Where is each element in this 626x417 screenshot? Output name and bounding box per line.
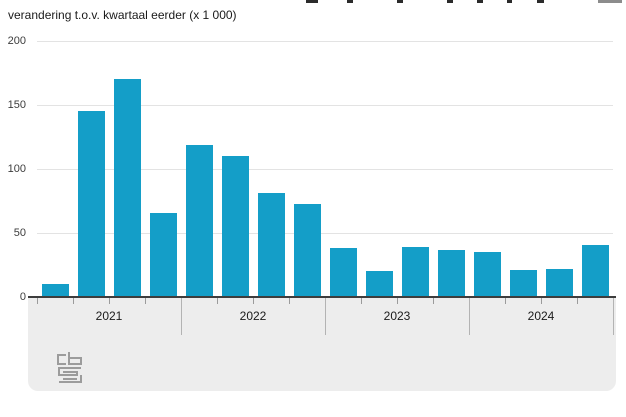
bar-2022-k3[interactable] <box>257 193 285 297</box>
year-separator <box>181 298 182 335</box>
x-axis-year-label: 2023 <box>383 309 411 323</box>
quarter-tick <box>109 298 110 304</box>
x-axis-line <box>28 296 616 298</box>
quarter-tick <box>73 298 74 304</box>
x-axis-year-label: 2024 <box>527 309 555 323</box>
quarter-tick <box>577 298 578 304</box>
quarter-tick <box>217 298 218 304</box>
x-axis-band: 2021 2022 2023 2024 <box>28 298 616 391</box>
bar-2023-k2[interactable] <box>365 271 393 297</box>
year-separator <box>469 298 470 335</box>
quarter-tick <box>253 298 254 304</box>
gridline <box>37 105 613 106</box>
quarter-tick <box>289 298 290 304</box>
y-axis-tick-label: 50 <box>13 227 26 239</box>
y-axis-tick-label: 200 <box>7 35 26 47</box>
bar-2024-k1[interactable] <box>473 252 501 297</box>
y-axis-tick-label: 0 <box>19 291 26 303</box>
x-axis-year-label: 2021 <box>95 309 123 323</box>
clipped-title-fragment <box>306 0 318 3</box>
clipped-title-fragment <box>347 0 353 3</box>
year-separator <box>613 298 614 335</box>
quarter-tick <box>397 298 398 304</box>
clipped-title-fragment <box>507 0 512 3</box>
clipped-title-fragment <box>397 0 403 3</box>
y-axis-tick-label: 100 <box>7 163 26 175</box>
bar-2024-k2[interactable] <box>509 270 537 297</box>
quarter-tick <box>145 298 146 304</box>
bar-2023-k4[interactable] <box>437 249 465 297</box>
bar-2021-k2[interactable] <box>77 111 105 297</box>
quarter-tick <box>541 298 542 304</box>
bar-2024-k3[interactable] <box>545 268 573 297</box>
bar-2023-k3[interactable] <box>401 247 429 297</box>
gridline <box>37 169 613 170</box>
bar-2021-k3[interactable] <box>113 79 141 297</box>
hamburger-menu-icon[interactable] <box>598 0 622 3</box>
bar-2023-k1[interactable] <box>329 248 357 297</box>
clipped-title-fragment <box>447 0 453 3</box>
bar-2024-k4[interactable] <box>581 244 609 297</box>
bar-2022-k4[interactable] <box>293 203 321 297</box>
x-axis-year-label: 2022 <box>239 309 267 323</box>
y-axis-labels: 0 50 100 150 200 <box>0 35 27 303</box>
clipped-title-fragment <box>477 0 483 3</box>
gridline <box>37 41 613 42</box>
quarter-tick <box>505 298 506 304</box>
gridline <box>37 233 613 234</box>
y-axis-tick-label: 150 <box>7 99 26 111</box>
quarter-tick <box>433 298 434 304</box>
bar-2021-k4[interactable] <box>149 212 177 297</box>
bar-2022-k1[interactable] <box>185 144 213 297</box>
quarter-tick <box>361 298 362 304</box>
bar-2022-k2[interactable] <box>221 156 249 297</box>
bar-2021-k1[interactable] <box>41 284 69 297</box>
chart-subtitle: verandering t.o.v. kwartaal eerder (x 1 … <box>8 8 237 22</box>
year-separator <box>325 298 326 335</box>
quarter-tick <box>37 298 38 304</box>
clipped-title-fragment <box>537 0 544 3</box>
plot-area <box>37 41 613 297</box>
cbs-logo <box>57 352 82 383</box>
